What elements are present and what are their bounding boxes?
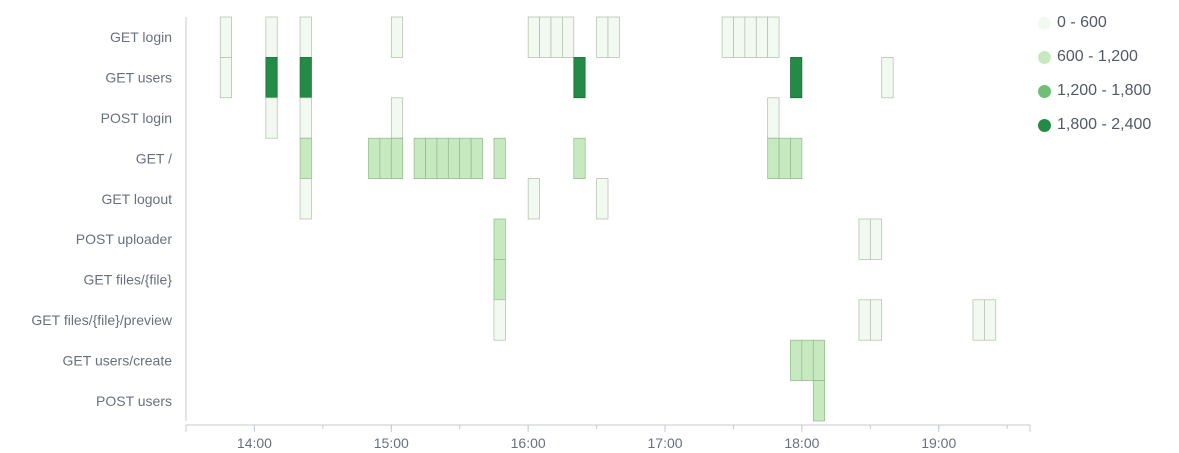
y-axis-labels: GET login GET users POST login GET / GET log…: [31, 29, 172, 409]
heatmap-cell[interactable]: [767, 137, 780, 179]
heatmap-cell[interactable]: [733, 16, 746, 58]
heatmap-cell[interactable]: [984, 299, 997, 341]
heatmap-cell[interactable]: [767, 97, 780, 139]
heatmap-cell[interactable]: [390, 97, 404, 139]
x-tick-label: 16:00: [511, 435, 546, 451]
heatmap-cell[interactable]: [493, 218, 506, 260]
heatmap-cell[interactable]: [755, 16, 769, 58]
x-axis: 14:00 15:00 16:00 17:00 18:00 19:00: [185, 425, 1031, 451]
legend-item[interactable]: 1,200 - 1,800: [1038, 74, 1151, 108]
heatmap-cell[interactable]: [447, 137, 461, 179]
legend-item[interactable]: 600 - 1,200: [1038, 40, 1151, 74]
heatmap-cell[interactable]: [778, 137, 791, 179]
heatmap-cell[interactable]: [299, 16, 312, 58]
heatmap-cell[interactable]: [539, 16, 552, 58]
legend-label: 600 - 1,200: [1057, 48, 1138, 65]
y-tick-label: POST login: [101, 110, 172, 126]
x-tick-label: 17:00: [648, 435, 683, 451]
heatmap-cell[interactable]: [858, 299, 871, 341]
heatmap-cell[interactable]: [790, 57, 803, 99]
heatmap-cell[interactable]: [436, 137, 449, 179]
heatmap-cell[interactable]: [573, 57, 586, 99]
heatmap-cells: [219, 16, 997, 422]
heatmap-cell[interactable]: [299, 57, 312, 99]
heatmap-cell[interactable]: [858, 218, 871, 260]
legend-color-dot: [1038, 118, 1051, 132]
legend-color-dot: [1038, 16, 1051, 30]
heatmap-cell[interactable]: [459, 137, 472, 179]
legend-color-dot: [1038, 50, 1051, 64]
y-tick-label: GET logout: [101, 191, 172, 207]
heatmap-cell[interactable]: [721, 16, 734, 58]
x-tick-label: 18:00: [784, 435, 819, 451]
heatmap-cell[interactable]: [299, 97, 312, 139]
x-tick-label: 19:00: [921, 435, 956, 451]
y-tick-label: GET users: [105, 70, 172, 86]
heatmap-cell[interactable]: [299, 178, 312, 220]
heatmap-cell[interactable]: [379, 137, 392, 179]
x-tick-label: 14:00: [237, 435, 272, 451]
x-tick-label: 15:00: [374, 435, 409, 451]
heatmap-cell[interactable]: [744, 16, 757, 58]
heatmap-cell[interactable]: [368, 137, 381, 179]
y-tick-label: POST uploader: [76, 231, 173, 247]
heatmap-cell[interactable]: [607, 16, 620, 58]
heatmap-cell[interactable]: [869, 299, 883, 341]
y-tick-label: GET /: [136, 150, 172, 166]
heatmap-cell[interactable]: [219, 16, 232, 58]
y-tick-label: GET files/{file}/preview: [31, 312, 172, 328]
heatmap-cell[interactable]: [869, 218, 883, 260]
heatmap-cell[interactable]: [596, 16, 609, 58]
heatmap-cell[interactable]: [493, 299, 506, 341]
heatmap-cell[interactable]: [596, 178, 609, 220]
heatmap-cell[interactable]: [527, 16, 540, 58]
heatmap-cell[interactable]: [801, 339, 814, 381]
heatmap-cell[interactable]: [493, 259, 506, 301]
legend-label: 1,800 - 2,400: [1057, 116, 1152, 133]
heatmap-cell[interactable]: [265, 57, 278, 99]
heatmap-cell[interactable]: [550, 16, 563, 58]
heatmap-cell[interactable]: [812, 339, 826, 381]
heatmap-cell[interactable]: [972, 299, 985, 341]
heatmap-cell[interactable]: [527, 178, 540, 220]
heatmap-cell[interactable]: [767, 16, 780, 58]
legend-color-dot: [1038, 84, 1051, 98]
y-tick-label: GET files/{file}: [84, 272, 173, 288]
legend-label: 0 - 600: [1057, 14, 1107, 31]
heatmap-cell[interactable]: [790, 137, 803, 179]
heatmap-cell[interactable]: [790, 339, 803, 381]
heatmap-cell[interactable]: [390, 137, 404, 179]
legend: 0 - 600 600 - 1,200 1,200 - 1,800 1,800 - 2…: [1038, 6, 1151, 142]
y-tick-label: POST users: [96, 393, 172, 409]
heatmap-cell[interactable]: [881, 57, 894, 99]
legend-item[interactable]: 0 - 600: [1038, 6, 1151, 40]
heatmap-cell[interactable]: [390, 16, 404, 58]
legend-label: 1,200 - 1,800: [1057, 82, 1152, 99]
heatmap-cell[interactable]: [265, 16, 278, 58]
heatmap-cell[interactable]: [812, 380, 826, 422]
y-tick-label: GET users/create: [63, 352, 173, 368]
y-tick-label: GET login: [110, 29, 172, 45]
heatmap-cell[interactable]: [219, 57, 232, 99]
heatmap-cell[interactable]: [573, 137, 586, 179]
heatmap-cell[interactable]: [413, 137, 426, 179]
heatmap-cell[interactable]: [425, 137, 438, 179]
heatmap-cell[interactable]: [470, 137, 483, 179]
legend-item[interactable]: 1,800 - 2,400: [1038, 108, 1151, 142]
heatmap-cell[interactable]: [299, 137, 312, 179]
heatmap-cell[interactable]: [562, 16, 575, 58]
heatmap-cell[interactable]: [265, 97, 278, 139]
heatmap-cell[interactable]: [493, 137, 506, 179]
